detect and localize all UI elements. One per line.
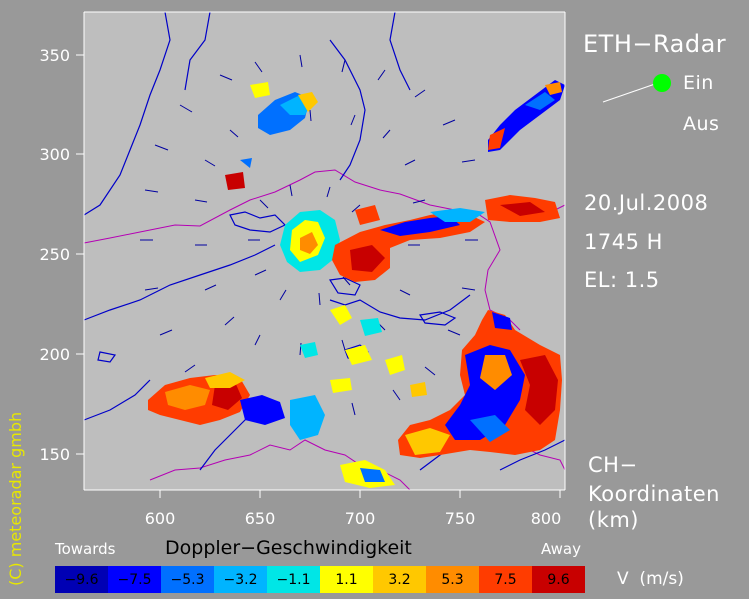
coord-label-line2: Koordinaten [588,482,720,506]
legend-right-label: Away [541,540,581,558]
time-label: 1745 H [584,230,663,254]
status-off-label: Aus [683,113,720,135]
status-on-label: Ein [683,72,714,94]
x-tick-label: 700 [345,509,376,528]
status-on-icon [653,74,671,92]
legend-unit: V (m/s) [617,569,684,589]
axes [76,11,566,498]
radar-echoes [148,80,565,488]
legend-bin: 9.6 [532,566,585,593]
coord-label-line1: CH− [588,453,638,477]
legend-bin: −1.1 [267,566,320,593]
x-tick-label: 750 [445,509,476,528]
legend-title: Doppler−Geschwindigkeit [165,537,412,559]
legend-bin: −3.2 [214,566,267,593]
legend-bin: 3.2 [373,566,426,593]
credit-text: (C) meteoradar gmbh [6,411,25,586]
y-tick-label: 300 [39,145,70,164]
status-pointer-line [602,83,656,103]
y-tick-label: 200 [39,345,70,364]
legend-bin: 7.5 [479,566,532,593]
coord-label-line3: (km) [588,508,640,532]
radar-title: ETH−Radar [583,30,727,58]
y-tick-label: 150 [39,445,70,464]
x-tick-labels: 600 650 700 750 800 [145,509,562,528]
legend-bin: −5.3 [161,566,214,593]
date-label: 20.Jul.2008 [584,191,709,215]
y-tick-label: 250 [39,245,70,264]
x-tick-label: 650 [245,509,276,528]
x-tick-label: 600 [145,509,176,528]
y-tick-label: 350 [39,46,70,65]
legend-bin: −9.6 [55,566,108,593]
legend-bin: −7.5 [108,566,161,593]
elevation-label: EL: 1.5 [584,268,660,292]
legend-bin: 1.1 [320,566,373,593]
legend-bin: 5.3 [426,566,479,593]
y-tick-labels: 350 300 250 200 150 [39,46,70,464]
legend-left-label: Towards [55,540,116,558]
x-tick-label: 800 [531,509,562,528]
